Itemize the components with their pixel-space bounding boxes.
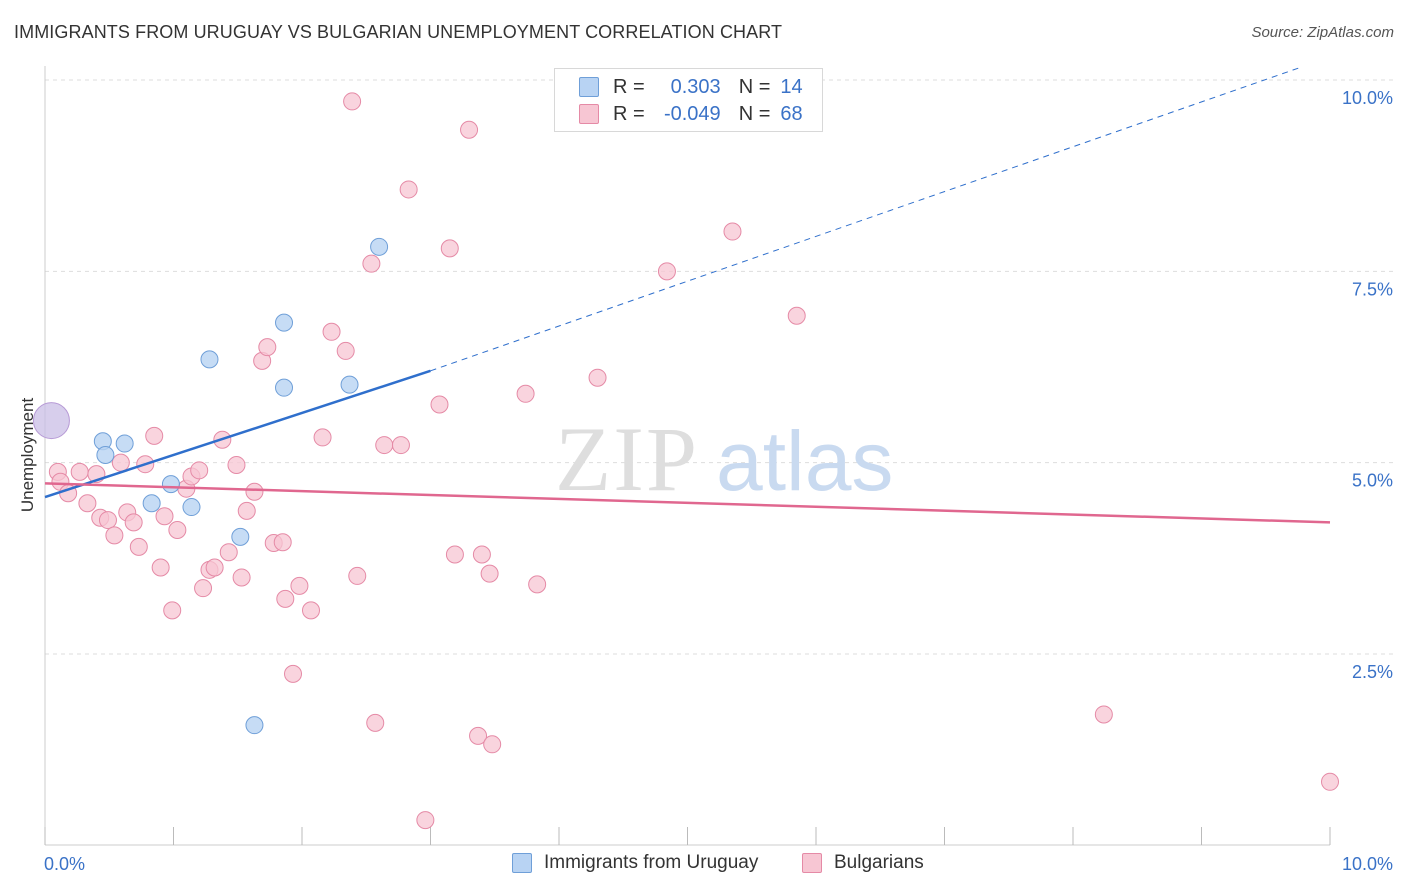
correlation-legend: R = 0.303 N = 14 R = -0.049 N = 68 xyxy=(554,68,823,132)
data-point-bulgarians xyxy=(366,713,385,732)
data-point-bulgarians xyxy=(516,384,535,403)
data-point-bulgarians xyxy=(78,494,97,513)
trendline-bulgarians xyxy=(44,482,1331,524)
bottom-swatch-bulgarians xyxy=(802,853,822,873)
bottom-legend-label-uruguay: Immigrants from Uruguay xyxy=(544,852,759,873)
source-credit: Source: ZipAtlas.com xyxy=(1251,24,1394,41)
y-tick-label: 10.0% xyxy=(1342,88,1393,108)
data-point-uruguay xyxy=(275,378,294,397)
data-point-bulgarians xyxy=(483,735,502,754)
data-point-bulgarians xyxy=(105,526,124,545)
data-point-bulgarians xyxy=(322,322,341,341)
data-point-bulgarians xyxy=(1321,772,1339,791)
data-point-bulgarians xyxy=(301,601,320,620)
data-point-bulgarians xyxy=(440,239,459,258)
data-point-bulgarians xyxy=(98,511,117,530)
legend-row-uruguay: R = 0.303 N = 14 xyxy=(579,74,803,100)
data-point-bulgarians xyxy=(70,462,89,481)
legend-r-label: R = xyxy=(613,102,645,125)
y-tick-label: 2.5% xyxy=(1352,662,1393,682)
data-point-bulgarians xyxy=(227,455,246,474)
data-point-bulgarians xyxy=(219,543,238,562)
data-point-bulgarians xyxy=(480,564,499,583)
data-point-bulgarians xyxy=(343,92,362,111)
bottom-swatch-uruguay xyxy=(512,853,532,873)
x-tick-label: 10.0% xyxy=(1342,854,1393,874)
legend-r-label: R = xyxy=(613,75,645,98)
legend-swatch-bulgarians xyxy=(579,104,599,124)
bottom-legend-uruguay: Immigrants from Uruguay xyxy=(512,852,758,874)
watermark-zip: ZIP xyxy=(555,408,699,510)
y-tick-label: 5.0% xyxy=(1352,471,1393,491)
y-axis-label: Unemployment xyxy=(18,397,37,513)
chart-title: IMMIGRANTS FROM URUGUAY VS BULGARIAN UNE… xyxy=(14,22,783,42)
y-tick-label: 7.5% xyxy=(1352,279,1393,299)
data-point-bulgarians xyxy=(445,545,464,564)
data-point-bulgarians xyxy=(190,461,209,480)
watermark-atlas: atlas xyxy=(716,414,893,508)
trendline-uruguay xyxy=(44,369,431,499)
legend-swatch-uruguay xyxy=(579,77,599,97)
data-point-uruguay xyxy=(161,475,180,494)
data-point-uruguay xyxy=(245,716,264,735)
data-point-bulgarians xyxy=(657,262,676,281)
legend-row-bulgarians: R = -0.049 N = 68 xyxy=(579,101,803,127)
data-point-bulgarians xyxy=(1094,705,1113,724)
data-point-bulgarians xyxy=(124,513,143,532)
data-point-uruguay xyxy=(231,527,250,546)
data-point-bulgarians xyxy=(430,395,449,414)
data-point-bulgarians xyxy=(237,501,256,520)
data-point-bulgarians xyxy=(145,426,164,445)
data-point-bulgarians xyxy=(469,726,488,745)
data-point-bulgarians xyxy=(232,568,251,587)
bottom-legend-label-bulgarians: Bulgarians xyxy=(834,852,924,873)
data-point-bulgarians xyxy=(336,341,355,360)
legend-r-value: 0.303 xyxy=(670,75,721,98)
data-point-bulgarians xyxy=(273,533,292,552)
data-point-bulgarians xyxy=(151,558,170,577)
data-point-bulgarians xyxy=(194,579,213,598)
data-point-uruguay xyxy=(200,350,219,369)
data-point-uruguay xyxy=(182,498,201,517)
data-point-bulgarians xyxy=(348,566,367,585)
data-point-uruguay xyxy=(275,313,294,332)
data-point-bulgarians xyxy=(290,576,309,595)
data-point-bulgarians xyxy=(163,601,182,620)
data-point-uruguay xyxy=(370,237,389,256)
data-point-bulgarians xyxy=(129,537,148,556)
data-point-bulgarians xyxy=(528,575,547,594)
bottom-legend-bulgarians: Bulgarians xyxy=(802,852,924,874)
data-point-bulgarians xyxy=(111,453,130,472)
data-point-bulgarians xyxy=(399,180,418,199)
data-point-uruguay xyxy=(32,402,70,440)
legend-n-label: N = xyxy=(738,102,771,125)
data-point-bulgarians xyxy=(472,545,491,564)
legend-n-value: 14 xyxy=(780,75,803,98)
data-point-bulgarians xyxy=(276,589,295,608)
data-point-bulgarians xyxy=(168,521,187,540)
data-point-bulgarians xyxy=(258,338,277,357)
data-point-bulgarians xyxy=(416,811,435,830)
data-point-bulgarians xyxy=(375,436,394,455)
legend-r-value: -0.049 xyxy=(663,102,721,125)
data-point-uruguay xyxy=(96,446,115,465)
legend-n-value: 68 xyxy=(780,102,803,125)
data-point-bulgarians xyxy=(155,507,174,526)
data-point-uruguay xyxy=(340,375,359,394)
data-point-bulgarians xyxy=(787,306,806,325)
data-point-uruguay xyxy=(142,494,161,513)
data-point-bulgarians xyxy=(284,664,303,683)
data-point-bulgarians xyxy=(362,254,381,273)
legend-n-label: N = xyxy=(738,75,771,98)
data-point-bulgarians xyxy=(460,120,479,139)
x-tick-label: 0.0% xyxy=(44,854,85,874)
data-point-bulgarians xyxy=(588,368,607,387)
data-point-bulgarians xyxy=(723,222,742,241)
data-point-bulgarians xyxy=(245,482,264,501)
data-point-bulgarians xyxy=(313,428,332,447)
data-point-uruguay xyxy=(115,434,134,453)
data-point-bulgarians xyxy=(205,558,224,577)
data-point-bulgarians xyxy=(391,436,410,455)
